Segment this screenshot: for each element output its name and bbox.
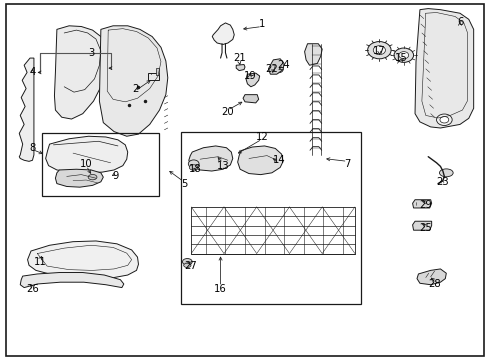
Bar (148, 73, 159, 80)
Polygon shape (19, 58, 34, 161)
Text: 10: 10 (80, 159, 93, 169)
Polygon shape (189, 146, 233, 171)
Polygon shape (305, 44, 322, 65)
Text: 12: 12 (256, 132, 269, 142)
Polygon shape (27, 241, 139, 279)
Text: 27: 27 (184, 261, 196, 271)
Polygon shape (236, 64, 245, 71)
Text: 4: 4 (29, 67, 36, 77)
Ellipse shape (373, 46, 386, 55)
Polygon shape (46, 136, 128, 173)
Text: 1: 1 (259, 19, 265, 29)
Bar (180, 132, 361, 304)
Text: 28: 28 (428, 279, 441, 289)
Text: 25: 25 (419, 224, 432, 233)
Text: 29: 29 (419, 200, 432, 210)
Polygon shape (20, 273, 124, 288)
Text: 5: 5 (181, 179, 187, 189)
Text: 20: 20 (221, 107, 234, 117)
Text: 16: 16 (214, 284, 227, 294)
Polygon shape (413, 200, 432, 208)
Ellipse shape (273, 66, 283, 73)
Text: 11: 11 (33, 257, 46, 267)
Ellipse shape (188, 160, 199, 168)
Ellipse shape (182, 258, 192, 265)
Ellipse shape (189, 165, 198, 170)
Polygon shape (417, 269, 446, 285)
Text: 3: 3 (88, 48, 94, 58)
Polygon shape (238, 146, 283, 175)
Text: 23: 23 (437, 177, 449, 187)
Ellipse shape (184, 263, 191, 267)
Polygon shape (415, 9, 474, 128)
Text: 21: 21 (233, 53, 245, 63)
Ellipse shape (88, 175, 97, 180)
Text: 18: 18 (189, 164, 201, 174)
Text: 13: 13 (217, 161, 229, 171)
Polygon shape (246, 73, 260, 87)
Text: 14: 14 (273, 155, 286, 165)
Text: 19: 19 (244, 71, 256, 81)
Text: 9: 9 (112, 171, 119, 181)
Polygon shape (413, 221, 432, 230)
Polygon shape (99, 26, 168, 136)
Text: 8: 8 (29, 143, 36, 153)
Ellipse shape (368, 41, 391, 59)
Text: 6: 6 (457, 17, 463, 27)
Polygon shape (55, 169, 103, 187)
Text: 22: 22 (266, 64, 278, 74)
Polygon shape (54, 26, 107, 119)
Text: 2: 2 (132, 84, 138, 94)
Ellipse shape (394, 48, 414, 62)
Text: 26: 26 (26, 284, 39, 294)
Text: 17: 17 (373, 46, 386, 56)
Bar (156, 68, 159, 75)
Ellipse shape (440, 169, 453, 177)
Ellipse shape (437, 114, 452, 126)
Text: 15: 15 (395, 53, 408, 63)
Polygon shape (212, 23, 234, 44)
Text: 7: 7 (344, 159, 351, 169)
Ellipse shape (399, 51, 409, 59)
Ellipse shape (440, 117, 449, 123)
Polygon shape (243, 95, 259, 103)
Bar (191, 207, 355, 253)
Polygon shape (269, 59, 284, 74)
Bar (42, 134, 159, 196)
Text: 24: 24 (277, 60, 290, 70)
